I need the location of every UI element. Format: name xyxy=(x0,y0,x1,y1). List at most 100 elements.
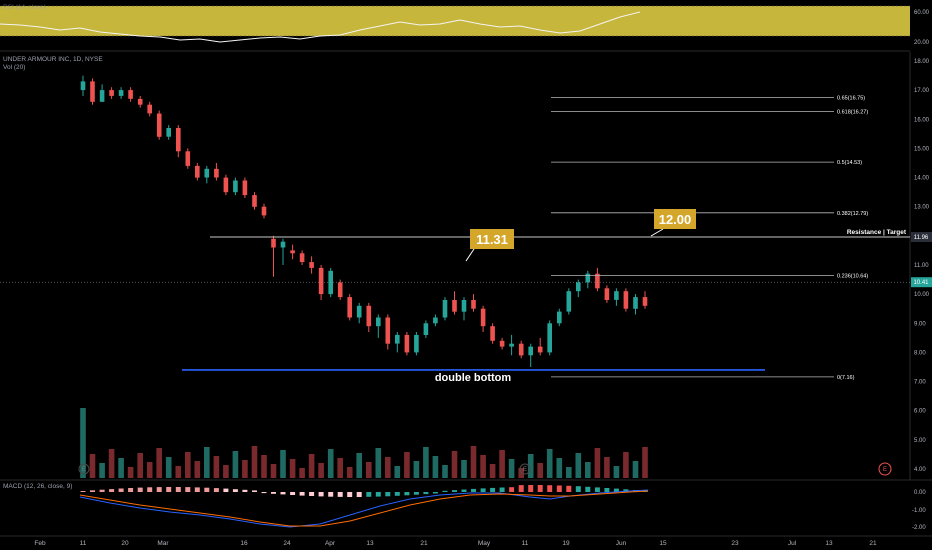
volume-bar xyxy=(175,466,182,478)
volume-bar xyxy=(632,461,639,478)
volume-bar xyxy=(442,465,448,478)
volume-bar xyxy=(146,462,153,478)
volume-bar xyxy=(204,447,210,478)
candle-body xyxy=(242,180,248,196)
volume-bar xyxy=(375,448,382,478)
volume-bar xyxy=(461,460,467,478)
volume-bar xyxy=(346,467,353,478)
volume-bar xyxy=(613,466,620,478)
fibonacci-levels: 0.65(16.75) 0.618(16.27) 0.5(14.53) 0.382(1… xyxy=(551,95,868,381)
candle-body xyxy=(366,305,372,327)
macd-histogram-bar xyxy=(423,492,429,495)
volume-bar xyxy=(537,463,543,478)
macd-indicator-label[interactable]: MACD (12, 26, close, 9) xyxy=(3,483,73,490)
volume-bar xyxy=(99,463,105,478)
time-axis-label: 19 xyxy=(562,540,570,547)
macd-tick: 0.00 xyxy=(914,490,926,496)
time-axis-label: Apr xyxy=(325,540,336,547)
resistance-price-tag xyxy=(911,232,932,242)
macd-histogram-bar xyxy=(490,487,496,492)
candle-body xyxy=(404,334,410,353)
macd-histogram-bar xyxy=(566,485,572,492)
rsi-tick: 60.00 xyxy=(914,10,930,16)
candle-body xyxy=(595,273,600,289)
time-axis-label: Jul xyxy=(788,540,797,547)
macd-histogram-bar xyxy=(509,487,515,492)
macd-histogram-bar xyxy=(518,485,524,492)
volume-bar xyxy=(394,466,401,478)
volume-bar xyxy=(108,449,115,478)
volume-bar xyxy=(318,463,324,478)
macd-histogram-bar xyxy=(547,485,553,492)
macd-histogram-bar xyxy=(480,488,486,492)
time-axis-label: 11 xyxy=(522,540,529,547)
price-tick: 5.00 xyxy=(914,438,926,444)
earnings-marker-text: E xyxy=(883,467,887,473)
macd-histogram-bar xyxy=(80,491,86,492)
time-axis-label: May xyxy=(478,540,491,547)
candle-body xyxy=(137,98,143,105)
fib-level-label: 0.5(14.53) xyxy=(837,160,862,166)
volume-bar xyxy=(213,456,220,478)
price-tick: 13.00 xyxy=(914,205,930,211)
macd-histogram-bar xyxy=(90,490,95,492)
macd-pane: 0.00 -1.00 -2.00 xyxy=(0,485,932,537)
candle-body xyxy=(423,323,429,335)
volume-bar xyxy=(575,453,582,478)
macd-histogram-bar xyxy=(99,489,105,492)
candle-body xyxy=(385,317,391,344)
candle-body xyxy=(557,311,562,324)
volume-bar xyxy=(413,461,420,478)
earnings-marker-upcoming[interactable]: E xyxy=(878,462,892,476)
macd-tick: -2.00 xyxy=(912,525,926,531)
volume-bar xyxy=(242,460,248,478)
volume-bar xyxy=(623,452,629,478)
symbol-title[interactable]: UNDER ARMOUR INC, 1D, NYSE xyxy=(3,56,103,63)
volume-bar xyxy=(232,451,239,478)
volume-bar xyxy=(366,462,372,478)
candle-body xyxy=(376,317,381,327)
volume-indicator-label[interactable]: Vol (20) xyxy=(3,64,26,71)
price-tick: 6.00 xyxy=(914,409,926,415)
candle-body xyxy=(452,300,457,312)
candle-body xyxy=(299,253,305,262)
macd-histogram-bar xyxy=(175,487,181,492)
time-axis-label: 15 xyxy=(659,540,667,547)
macd-histogram-bar xyxy=(413,492,419,495)
candle-body xyxy=(195,165,200,178)
volume-bar xyxy=(165,457,172,478)
candle-body xyxy=(80,81,86,91)
macd-histogram-bar xyxy=(118,488,124,492)
macd-histogram-bar xyxy=(375,492,381,497)
macd-histogram-bar xyxy=(309,492,315,496)
price-tick: 11.00 xyxy=(914,263,929,269)
candle-body xyxy=(537,346,543,353)
price-tick: 4.00 xyxy=(914,467,926,473)
volume-bar xyxy=(185,452,191,478)
macd-histogram-bar xyxy=(156,487,162,492)
time-axis-label: Mar xyxy=(157,540,169,547)
volume-bar xyxy=(137,453,143,478)
macd-histogram-bar xyxy=(556,485,562,492)
candle-body xyxy=(214,168,219,178)
price-tick: 14.00 xyxy=(914,176,930,182)
volume-bar xyxy=(556,458,563,478)
time-axis-label: 21 xyxy=(420,540,428,547)
candle-body xyxy=(499,340,505,347)
fib-level-label: 0.236(10.64) xyxy=(837,274,868,280)
earnings-marker[interactable]: E xyxy=(519,463,531,475)
volume-bar xyxy=(385,457,391,478)
rsi-tick: 20.00 xyxy=(914,40,930,46)
callout-1131-box xyxy=(470,229,514,249)
earnings-marker[interactable]: E xyxy=(78,463,90,475)
callout-1131-pointer xyxy=(465,248,475,262)
volume-bar xyxy=(194,461,201,478)
candle-body xyxy=(156,113,162,137)
candle-body xyxy=(490,326,495,341)
double-bottom-label: double bottom xyxy=(435,372,512,384)
macd-histogram-bar xyxy=(356,492,362,497)
macd-histogram-bar xyxy=(280,492,286,495)
price-tick: 15.00 xyxy=(914,146,930,152)
time-axis-label: Feb xyxy=(34,540,46,547)
